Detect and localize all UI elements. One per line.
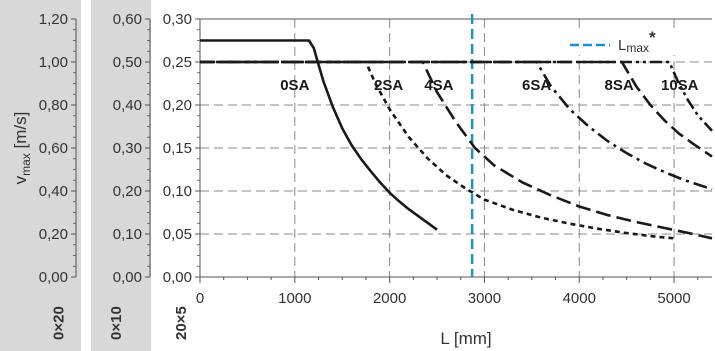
y-tick-label-2: 0,10 [163, 183, 192, 200]
y-axis-title-main: v [11, 175, 30, 184]
y-tick-label-0: 0,80 [39, 97, 68, 114]
y-tick-label-2: 0,15 [163, 140, 192, 157]
y-tick-label-2: 0,20 [163, 97, 192, 114]
y-axis-panel-1 [91, 0, 151, 351]
y-axis-title-unit: [m/s] [11, 112, 30, 154]
series-label-0sa: 0SA [280, 77, 309, 94]
legend-box [564, 29, 709, 55]
y-tick-label-2: 0,05 [163, 226, 192, 243]
y-tick-label-1: 0,40 [113, 97, 142, 114]
y-tick-label-0: 0,20 [39, 226, 68, 243]
x-tick-label: 2000 [373, 290, 406, 307]
y-axis-title: vmax [m/s] [11, 112, 33, 185]
y-tick-label-2: 0,30 [163, 11, 192, 28]
legend-lmax-label: Lmax* [618, 28, 656, 55]
legend-lmax-subscript: max [626, 41, 649, 55]
y-tick-label-1: 0,60 [113, 11, 142, 28]
y-tick-label-1: 0,10 [113, 226, 142, 243]
legend-lmax-superscript: * [649, 28, 656, 47]
y-axis-size-label-2: 20×5 [173, 306, 190, 340]
y-axis-size-label-1: 0×10 [108, 306, 125, 340]
series-line-6sa [200, 60, 713, 191]
series-line-4sa [200, 60, 713, 240]
y-tick-label-0: 1,00 [39, 54, 68, 71]
x-tick-label: 5000 [657, 290, 690, 307]
y-tick-label-2: 0,00 [163, 269, 192, 286]
y-tick-label-0: 1,20 [39, 11, 68, 28]
y-tick-label-0: 0,00 [39, 269, 68, 286]
series-line-0sa [200, 39, 438, 231]
series-label-6sa: 6SA [522, 77, 551, 94]
y-tick-label-2: 0,25 [163, 54, 192, 71]
series-label-2sa: 2SA [374, 77, 403, 94]
y-tick-label-1: 0,50 [113, 54, 142, 71]
series-line-10sa [200, 60, 713, 132]
series-label-8sa: 8SA [604, 77, 633, 94]
series-label-10sa: 10SA [661, 77, 699, 94]
legend-lmax-main: L [618, 37, 626, 54]
x-tick-label: 3000 [468, 290, 501, 307]
y-tick-label-1: 0,20 [113, 183, 142, 200]
x-tick-label: 4000 [563, 290, 596, 307]
series-label-4sa: 4SA [424, 77, 453, 94]
y-axis-size-label-0: 0×20 [51, 306, 68, 340]
y-axis-title-subscript: max [19, 153, 33, 176]
x-tick-label: 0 [196, 290, 204, 307]
y-axis-panel-0 [0, 0, 81, 351]
y-tick-label-1: 0,30 [113, 140, 142, 157]
y-tick-label-1: 0,00 [113, 269, 142, 286]
y-tick-label-0: 0,40 [39, 183, 68, 200]
x-axis-title: L [mm] [440, 329, 491, 348]
series-line-8sa [200, 60, 713, 158]
y-tick-label-0: 0,60 [39, 140, 68, 157]
x-tick-label: 1000 [278, 290, 311, 307]
